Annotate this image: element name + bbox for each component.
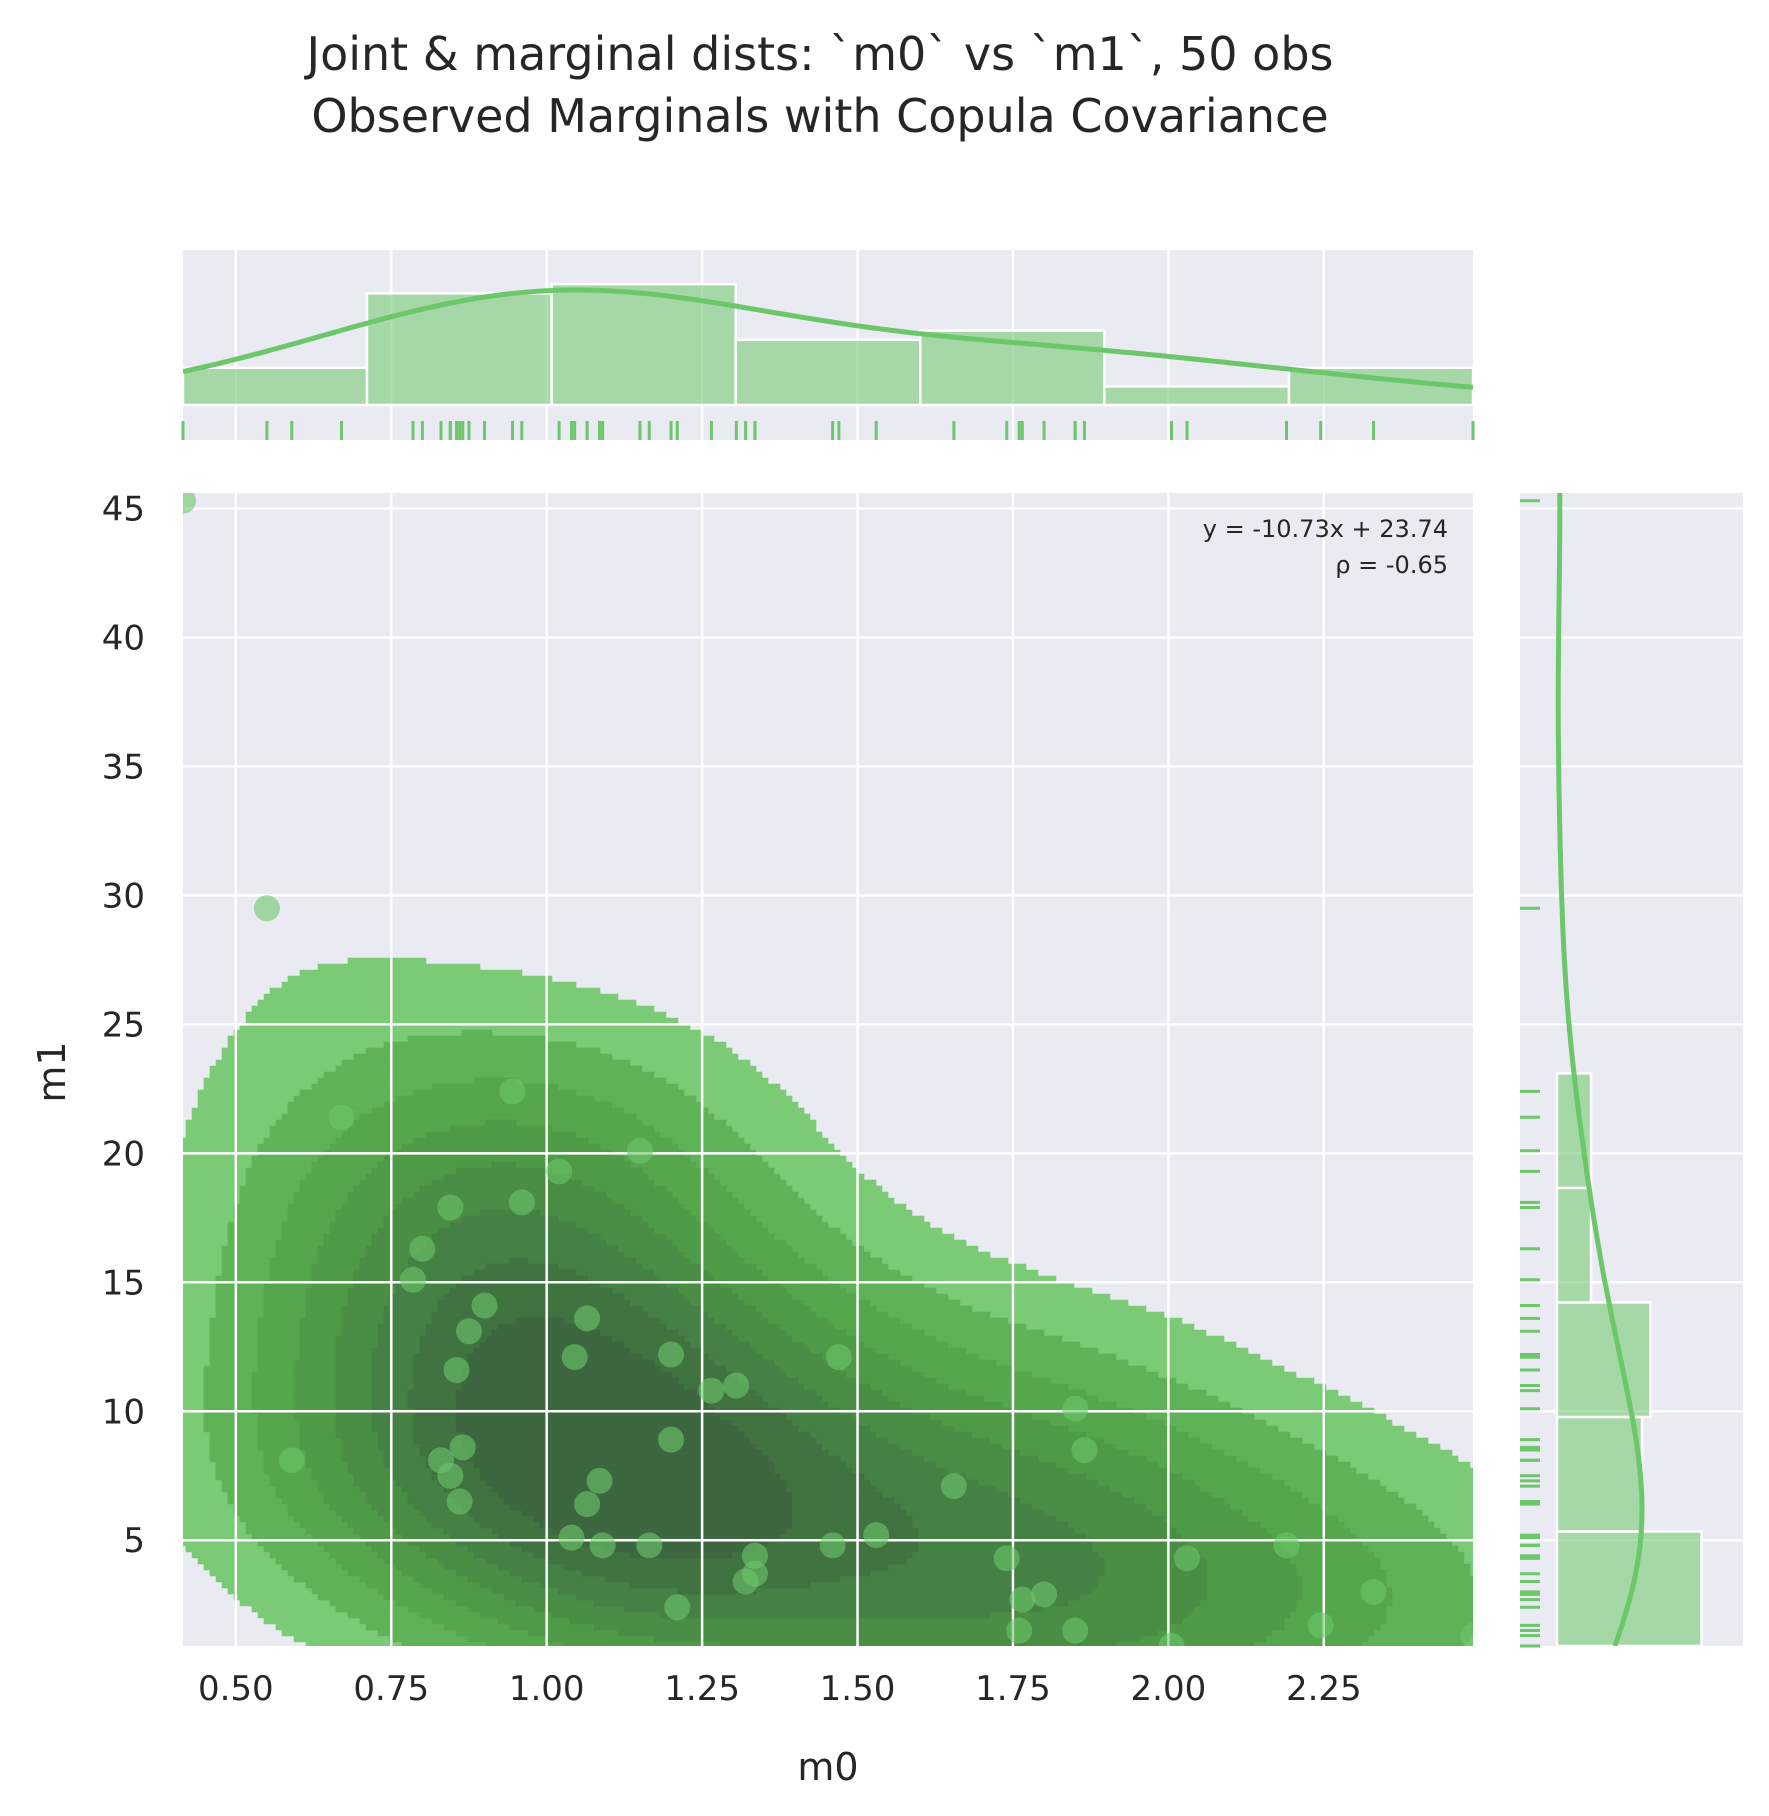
y-histogram-bar: [1555, 1186, 1593, 1304]
y-histogram: [1555, 1072, 1703, 1646]
y-tick-label: 20: [102, 1134, 145, 1174]
y-tick-labels: 5 10 15 20 25 30 35 40 45: [102, 489, 145, 1561]
scatter-point: [471, 1292, 498, 1319]
scatter-point: [698, 1377, 725, 1404]
joint-grid: [183, 493, 1473, 1646]
scatter-point: [449, 1434, 476, 1461]
scatter-point: [546, 1158, 573, 1185]
x-tick-label: 0.50: [198, 1669, 274, 1709]
chart-title: Joint & marginal dists: `m0` vs `m1`, 50…: [304, 27, 1334, 81]
scatter-point: [1460, 1622, 1473, 1646]
scatter-point: [1062, 1395, 1089, 1422]
scatter-point: [626, 1137, 653, 1164]
scatter-point: [558, 1524, 585, 1551]
scatter-point: [658, 1341, 685, 1368]
x-kde-curve: [183, 287, 1473, 390]
scatter-point: [1031, 1581, 1058, 1608]
scatter-point: [1273, 1532, 1300, 1559]
scatter-point: [1360, 1578, 1387, 1605]
scatter-point: [1062, 1617, 1089, 1644]
scatter-point: [183, 493, 196, 514]
scatter-points: [183, 493, 1473, 1646]
x-tick-label: 2.00: [1131, 1669, 1207, 1709]
y-tick-label: 45: [102, 489, 145, 529]
scatter-point: [328, 1104, 355, 1131]
scatter-point: [574, 1305, 601, 1332]
y-tick-label: 25: [102, 1005, 145, 1045]
scatter-point: [589, 1532, 616, 1559]
x-histogram-bar: [365, 292, 553, 407]
y-tick-label: 5: [123, 1521, 145, 1561]
scatter-point: [409, 1235, 436, 1262]
scatter-point: [863, 1522, 890, 1549]
y-rug: [1520, 499, 1540, 1648]
scatter-point: [993, 1545, 1020, 1572]
y-histogram-bar: [1555, 1301, 1652, 1419]
scatter-point: [443, 1357, 470, 1384]
scatter-point: [825, 1344, 852, 1371]
scatter-point: [664, 1594, 691, 1621]
chart-subtitle: Observed Marginals with Copula Covarianc…: [311, 89, 1328, 143]
joint-panel: 0.50 0.75 1.00 1.25 1.50 1.75 2.00 2.25 5 10 15 20…: [102, 489, 1473, 1709]
scatter-point: [1009, 1586, 1036, 1613]
scatter-point: [1174, 1545, 1201, 1572]
scatter-point: [940, 1473, 967, 1500]
scatter-point: [741, 1542, 768, 1569]
scatter-point: [1307, 1612, 1334, 1639]
x-tick-label: 1.25: [664, 1669, 740, 1709]
y-kde-curve: [1555, 493, 1645, 1646]
scatter-point: [437, 1194, 464, 1221]
scatter-point: [586, 1467, 613, 1494]
scatter-point: [723, 1372, 750, 1399]
x-tick-labels: 0.50 0.75 1.00 1.25 1.50 1.75 2.00 2.25: [198, 1669, 1362, 1709]
scatter-point: [1158, 1633, 1185, 1646]
x-tick-label: 2.25: [1286, 1669, 1362, 1709]
y-tick-label: 30: [102, 876, 145, 916]
y-tick-label: 35: [102, 747, 145, 787]
y-histogram-bar: [1555, 1530, 1703, 1646]
x-tick-label: 0.75: [353, 1669, 429, 1709]
scatter-point: [253, 895, 280, 922]
x-histogram-bar: [183, 366, 369, 407]
scatter-point: [278, 1447, 305, 1474]
scatter-point: [455, 1318, 482, 1345]
y-tick-label: 15: [102, 1263, 145, 1303]
y-tick-label: 40: [102, 618, 145, 658]
x-histogram-bar: [734, 338, 922, 407]
x-tick-label: 1.00: [509, 1669, 585, 1709]
x-tick-label: 1.50: [820, 1669, 896, 1709]
scatter-point: [400, 1266, 427, 1293]
scatter-point: [658, 1426, 685, 1453]
y-tick-label: 10: [102, 1392, 145, 1432]
x-axis-label: m0: [797, 1745, 858, 1789]
scatter-point: [446, 1488, 473, 1515]
top-marginal-panel: [181, 250, 1475, 440]
scatter-point: [499, 1078, 526, 1105]
scatter-point: [819, 1532, 846, 1559]
scatter-point: [1006, 1617, 1033, 1644]
y-axis-label: m1: [30, 1041, 74, 1102]
scatter-point: [437, 1462, 464, 1489]
scatter-point: [741, 1560, 768, 1587]
right-marginal-panel: [1520, 493, 1743, 1648]
scatter-point: [1071, 1436, 1098, 1463]
x-rug: [181, 421, 1475, 440]
regression-equation: y = -10.73x + 23.74: [1203, 515, 1448, 543]
scatter-point: [636, 1532, 663, 1559]
correlation-label: ρ = -0.65: [1335, 551, 1448, 579]
y-histogram-bar: [1555, 1415, 1644, 1533]
scatter-point: [561, 1344, 588, 1371]
x-histogram-bar: [1103, 385, 1291, 407]
scatter-point: [574, 1491, 601, 1518]
scatter-point: [508, 1189, 535, 1216]
x-tick-label: 1.75: [975, 1669, 1051, 1709]
